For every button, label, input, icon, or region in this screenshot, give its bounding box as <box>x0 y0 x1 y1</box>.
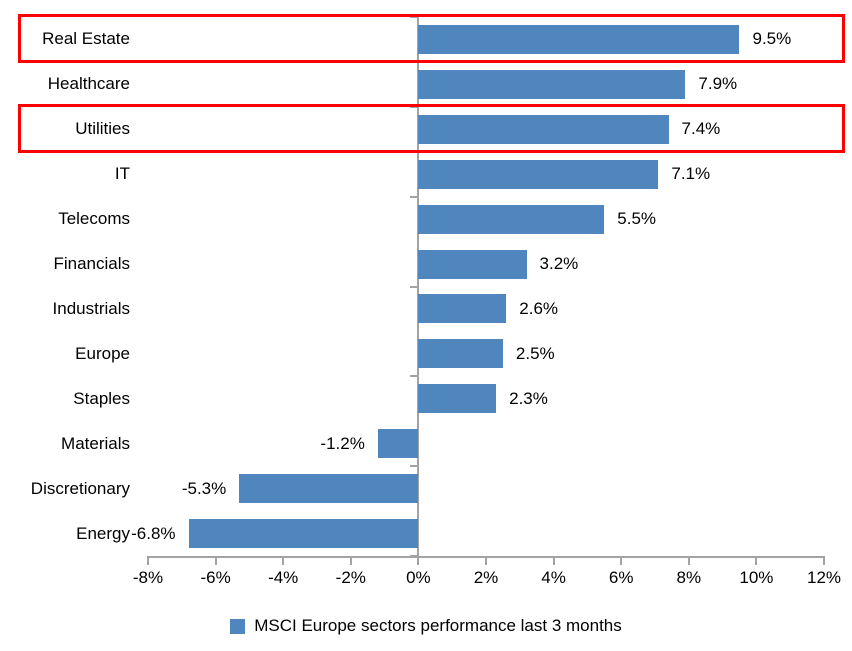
bar <box>377 429 419 459</box>
y-axis-tick <box>410 195 418 198</box>
value-label: 7.4% <box>681 119 721 139</box>
value-label: 3.2% <box>539 254 579 274</box>
x-axis-tick <box>755 558 758 565</box>
category-label: Europe <box>75 343 130 363</box>
x-tick-label: -2% <box>335 568 366 587</box>
y-axis-tick <box>410 285 418 288</box>
x-tick-label: -8% <box>132 568 164 587</box>
bar <box>418 339 503 369</box>
x-axis-tick <box>485 558 487 565</box>
x-axis-tick <box>214 558 217 565</box>
x-axis-tick <box>687 558 690 565</box>
x-axis-tick <box>417 558 420 565</box>
category-label: Industrials <box>52 298 130 318</box>
value-label: 7.9% <box>698 74 738 94</box>
x-axis-tick <box>620 558 623 565</box>
legend-label: MSCI Europe sectors performance last 3 m… <box>254 616 622 635</box>
value-label: -6.8% <box>131 523 176 543</box>
x-tick-label: -6% <box>200 568 231 587</box>
x-tick-label: 6% <box>608 568 634 587</box>
x-tick-label: 8% <box>676 568 702 587</box>
x-tick-label: 0% <box>406 568 431 587</box>
bar <box>418 204 605 234</box>
x-tick-label: 2% <box>473 568 499 587</box>
category-label: Healthcare <box>47 74 130 94</box>
bar <box>418 24 740 54</box>
y-axis-tick <box>410 16 418 18</box>
category-label: Materials <box>61 433 130 453</box>
value-label: 7.1% <box>671 164 711 184</box>
value-label: -5.3% <box>181 478 227 498</box>
legend-swatch <box>230 618 246 634</box>
x-axis-tick <box>823 558 825 565</box>
bar <box>418 384 497 414</box>
bar <box>418 69 686 99</box>
y-axis-line <box>417 17 420 556</box>
x-tick-label: -4% <box>268 568 299 587</box>
x-axis-tick <box>552 558 555 565</box>
bar <box>239 474 419 504</box>
value-label: 9.5% <box>752 29 792 49</box>
x-axis-tick <box>349 558 352 565</box>
y-axis-tick <box>410 375 418 378</box>
value-label: -1.2% <box>320 433 365 453</box>
x-axis-tick <box>282 558 285 565</box>
bar <box>418 159 659 189</box>
category-label: Energy <box>76 523 130 543</box>
y-axis-tick <box>410 465 418 468</box>
bar <box>188 519 419 549</box>
x-axis-line <box>147 556 825 558</box>
category-label: Real Estate <box>42 29 130 49</box>
value-label: 5.5% <box>617 209 657 229</box>
x-tick-label: 4% <box>541 568 566 587</box>
x-tick-label: 10% <box>739 568 774 587</box>
x-tick-label: 12% <box>806 568 842 587</box>
category-label: Staples <box>73 388 130 408</box>
bar <box>418 249 527 279</box>
category-label: Telecoms <box>58 209 130 229</box>
x-axis-tick <box>147 558 149 565</box>
value-label: 2.6% <box>519 298 559 318</box>
category-label: Discretionary <box>30 478 130 498</box>
value-label: 2.5% <box>515 343 555 363</box>
category-label: IT <box>114 164 130 184</box>
bar <box>418 294 507 324</box>
y-axis-tick <box>410 105 418 108</box>
legend: MSCI Europe sectors performance last 3 m… <box>0 610 852 642</box>
category-label: Utilities <box>75 119 130 139</box>
bar <box>418 114 669 144</box>
category-label: Financials <box>53 254 130 274</box>
value-label: 2.3% <box>509 388 548 408</box>
